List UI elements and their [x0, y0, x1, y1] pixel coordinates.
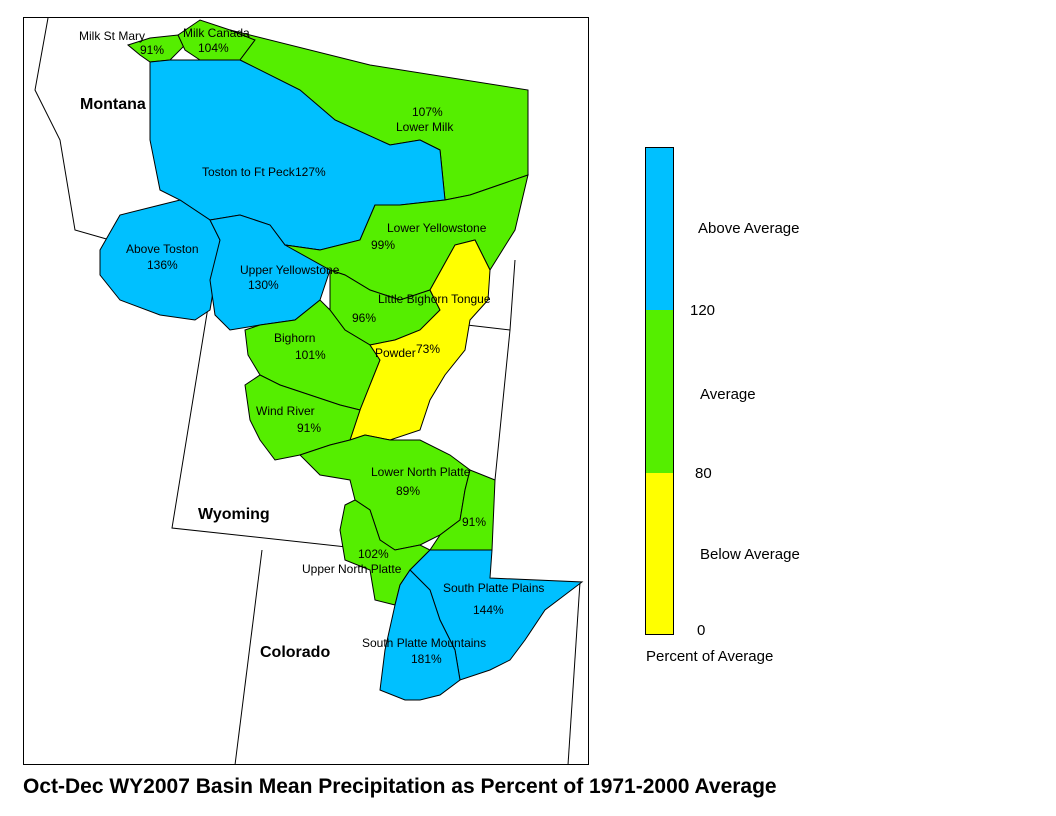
basin-value-lower-milk: 107%	[412, 105, 443, 119]
legend-break-0: 0	[697, 622, 706, 639]
state-labels: Montana Wyoming Colorado	[80, 96, 330, 661]
basin-name-little-bighorn-tongue: Little Bighorn Tongue	[378, 292, 491, 306]
basin-name-lower-north-platte: Lower North Platte	[371, 465, 471, 479]
basin-value-lower-north-platte-east: 91%	[462, 515, 486, 529]
basin-south-platte-mountains[interactable]	[379, 569, 461, 701]
state-label-colorado: Colorado	[260, 644, 330, 661]
basin-name-milk-st-mary: Milk St Mary	[79, 29, 145, 43]
basin-name-bighorn: Bighorn	[274, 331, 315, 345]
basins	[99, 19, 584, 701]
colorado-east-boundary	[567, 581, 581, 766]
montana-west-boundary	[34, 17, 111, 241]
basin-name-south-platte-plains: South Platte Plains	[443, 581, 544, 595]
legend-caption: Percent of Average	[646, 648, 774, 665]
legend-swatch-below	[646, 473, 673, 634]
basin-labels: Milk St Mary 91% Milk Canada 104% 107% L…	[79, 26, 544, 666]
basin-milk-st-mary[interactable]	[126, 34, 186, 63]
basin-value-upper-yellowstone: 130%	[248, 278, 279, 292]
basin-name-upper-yellowstone: Upper Yellowstone	[240, 263, 340, 277]
basin-name-wind-river: Wind River	[256, 404, 315, 418]
basin-name-upper-north-platte: Upper North Platte	[302, 562, 402, 576]
basin-value-upper-north-platte: 102%	[358, 547, 389, 561]
basin-value-lower-yellowstone: 99%	[371, 238, 395, 252]
wyoming-west-south-boundary	[171, 294, 421, 556]
basin-value-lower-north-platte: 89%	[396, 484, 420, 498]
legend-break-120: 120	[690, 302, 716, 319]
legend-label-average: Average	[700, 386, 756, 403]
basin-name-south-platte-mountains: South Platte Mountains	[362, 636, 486, 650]
legend-swatch-above	[646, 148, 673, 310]
basin-name-lower-milk: Lower Milk	[396, 120, 454, 134]
basin-value-above-toston: 136%	[147, 258, 178, 272]
basin-name-powder: Powder	[375, 346, 416, 360]
basin-value-milk-canada: 104%	[198, 41, 229, 55]
basin-value-milk-st-mary: 91%	[140, 43, 164, 57]
legend-swatch-average	[646, 310, 673, 473]
basin-value-south-platte-plains: 144%	[473, 603, 504, 617]
basin-value-bighorn: 101%	[295, 348, 326, 362]
basin-value-powder: 73%	[416, 342, 440, 356]
legend-color-bar	[645, 147, 674, 635]
basin-name-milk-canada: Milk Canada	[183, 26, 250, 40]
basin-name-lower-yellowstone: Lower Yellowstone	[387, 221, 487, 235]
basin-value-wind-river: 91%	[297, 421, 321, 435]
state-label-wyoming: Wyoming	[198, 506, 270, 523]
legend-break-80: 80	[695, 465, 712, 482]
basin-lower-north-platte-east[interactable]	[429, 469, 496, 551]
state-label-montana: Montana	[80, 96, 146, 113]
map-title: Oct-Dec WY2007 Basin Mean Precipitation …	[23, 775, 777, 798]
legend-label-above: Above Average	[698, 220, 800, 237]
legend-label-below: Below Average	[700, 546, 800, 563]
basin-value-little-bighorn-tongue: 96%	[352, 311, 376, 325]
basin-name-above-toston: Above Toston	[126, 242, 199, 256]
basin-value-toston-ft-peck: 127%	[295, 165, 326, 179]
basin-name-toston-ft-peck: Toston to Ft Peck	[202, 165, 296, 179]
dakota-boundary	[494, 259, 516, 481]
basin-value-south-platte-mountains: 181%	[411, 652, 442, 666]
colorado-west-boundary	[234, 549, 263, 766]
